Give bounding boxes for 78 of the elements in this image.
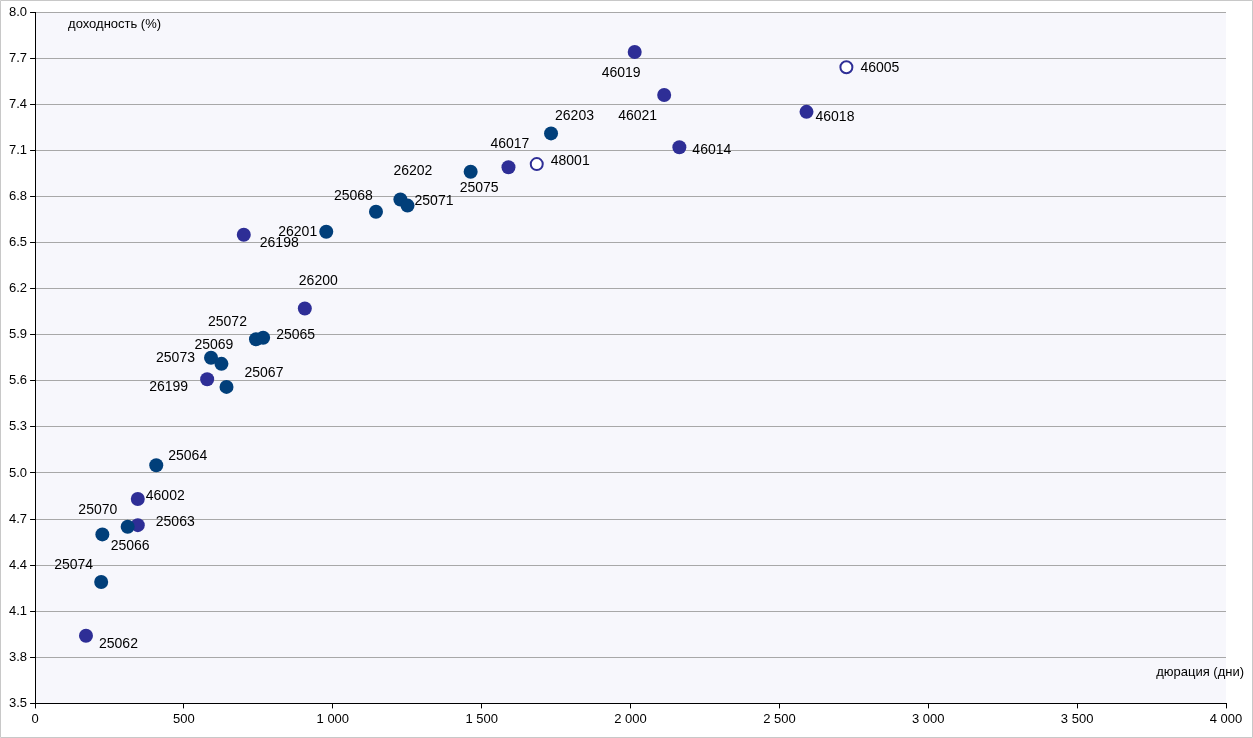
y-tick-label: 4.1 bbox=[8, 602, 28, 618]
x-tick-label: 2 000 bbox=[614, 710, 647, 726]
x-tick-label: 2 500 bbox=[763, 710, 796, 726]
x-axis-title: дюрация (дни) bbox=[1156, 663, 1244, 679]
point bbox=[204, 350, 219, 365]
point bbox=[219, 379, 234, 394]
y-tick-label: 7.7 bbox=[8, 49, 28, 65]
point bbox=[463, 164, 478, 179]
annotation: 25072 bbox=[207, 313, 248, 330]
y-tick-label: 7.1 bbox=[8, 141, 28, 157]
annotation: 46002 bbox=[145, 486, 185, 503]
annotation: 46019 bbox=[601, 63, 641, 80]
x-tick-label: 3 000 bbox=[911, 710, 945, 726]
x-tick-label: 1 500 bbox=[465, 710, 498, 726]
x-tick-label: 4 000 bbox=[1209, 710, 1243, 726]
annotation: 25075 bbox=[459, 178, 499, 195]
point bbox=[672, 140, 687, 155]
point bbox=[214, 356, 229, 371]
annotation: 25063 bbox=[155, 513, 195, 530]
y-axis-title: доходность (%) bbox=[68, 15, 162, 31]
annotation: 48001 bbox=[550, 151, 590, 168]
y-tick-label: 5.6 bbox=[8, 372, 28, 388]
annotation: 26203 bbox=[555, 107, 595, 124]
y-tick-label: 6.8 bbox=[8, 187, 28, 203]
annotation: 25074 bbox=[54, 555, 94, 572]
point bbox=[200, 372, 215, 387]
point bbox=[319, 224, 334, 239]
y-tick-label: 6.2 bbox=[8, 280, 28, 296]
x-tick-label: 500 bbox=[173, 710, 195, 726]
annotation: 25073 bbox=[156, 348, 196, 365]
point bbox=[368, 204, 383, 219]
annotation: 25070 bbox=[78, 501, 118, 518]
point bbox=[149, 458, 164, 473]
y-tick-label: 8.0 bbox=[8, 3, 28, 19]
annotation: 25068 bbox=[333, 186, 374, 203]
y-tick-label: 5.3 bbox=[8, 418, 28, 434]
point bbox=[544, 126, 559, 141]
point bbox=[501, 160, 516, 175]
annotation: 46017 bbox=[490, 135, 530, 152]
y-tick-label: 3.5 bbox=[8, 694, 28, 710]
y-tick-label: 4.4 bbox=[8, 556, 28, 572]
x-tick-label: 0 bbox=[31, 710, 39, 726]
point bbox=[120, 519, 135, 534]
point bbox=[529, 157, 544, 172]
point bbox=[94, 575, 109, 590]
point bbox=[657, 87, 672, 102]
point bbox=[236, 227, 251, 242]
annotation: 25064 bbox=[168, 447, 208, 464]
y-tick-label: 5.9 bbox=[8, 326, 28, 342]
y-tick-label: 4.7 bbox=[8, 510, 28, 526]
annotation: 46018 bbox=[815, 107, 855, 124]
annotation: 25071 bbox=[414, 192, 454, 209]
annotation: 25062 bbox=[98, 634, 139, 651]
annotation: 46014 bbox=[692, 141, 732, 158]
point bbox=[297, 301, 312, 316]
annotation: 25065 bbox=[276, 325, 316, 342]
point bbox=[799, 104, 814, 119]
annotation: 26200 bbox=[298, 272, 338, 289]
point bbox=[400, 198, 415, 213]
x-tick-label: 3 500 bbox=[1060, 710, 1094, 726]
x-tick-label: 1 000 bbox=[316, 710, 350, 726]
annotation: 25069 bbox=[194, 335, 234, 352]
y-tick-label: 3.8 bbox=[8, 648, 28, 664]
y-tick-label: 5.0 bbox=[8, 464, 28, 480]
annotation: 46021 bbox=[618, 106, 658, 123]
annotation: 26199 bbox=[149, 378, 189, 395]
annotation: 26202 bbox=[393, 162, 433, 179]
point bbox=[78, 628, 93, 643]
point bbox=[627, 44, 642, 59]
point bbox=[130, 492, 145, 507]
y-tick-label: 7.4 bbox=[8, 95, 28, 111]
annotation: 25067 bbox=[244, 363, 284, 380]
point bbox=[839, 60, 854, 75]
y-tick-label: 6.5 bbox=[8, 234, 28, 250]
annotation: 25066 bbox=[110, 536, 150, 553]
point bbox=[256, 330, 271, 345]
point bbox=[95, 527, 110, 542]
annotation: 46005 bbox=[860, 59, 900, 76]
